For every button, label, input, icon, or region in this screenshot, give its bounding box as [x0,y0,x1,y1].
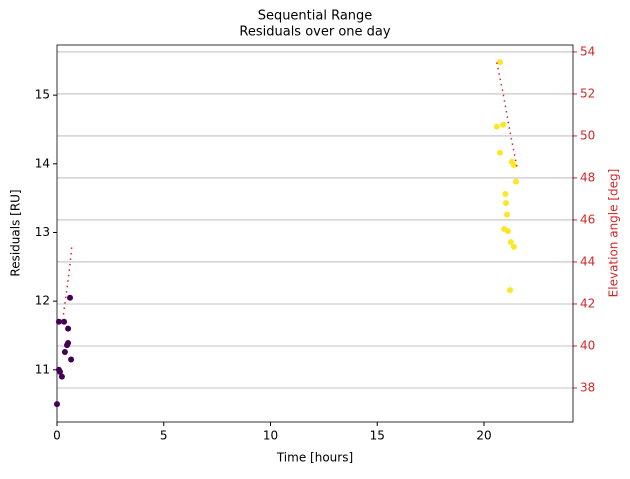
y-tick-label: 15 [35,88,50,102]
y-tick-label: 11 [35,362,50,376]
residual-point [68,356,75,363]
y2-tick-label: 38 [580,380,595,394]
y2-tick-label: 46 [580,212,595,226]
residual-point [507,287,514,294]
residual-point [56,368,63,375]
chart-subtitle: Residuals over one day [239,25,390,40]
chart-title: Sequential Range [258,9,373,24]
y-tick-label: 13 [35,225,50,239]
residual-point [65,325,72,332]
residual-point [512,178,519,185]
x-axis-label: Time [hours] [276,451,353,465]
residual-point [504,228,511,235]
y2-tick-label: 54 [580,44,595,58]
x-tick-label: 0 [53,429,61,443]
residual-point [496,149,503,156]
y2-tick-label: 44 [580,254,595,268]
residual-point [61,348,68,355]
x-tick-label: 10 [263,429,278,443]
residual-point [55,318,62,325]
y2-tick-label: 52 [580,86,595,100]
y-tick-label: 12 [35,294,50,308]
residual-point [504,211,511,218]
y2-tick-label: 48 [580,170,595,184]
x-tick-label: 15 [370,429,385,443]
residual-point [510,162,517,169]
residual-point [510,243,517,250]
residual-point [496,59,503,66]
x-tick-label: 20 [476,429,491,443]
y2-axis-label: Elevation angle [deg] [607,169,621,298]
elevation-line [496,62,518,168]
residual-point [54,401,60,408]
y2-tick-label: 42 [580,296,595,310]
residual-point [61,318,68,325]
plot-frame [56,44,574,423]
y-tick-label: 14 [35,156,50,170]
y-axis-label: Residuals [RU] [9,189,23,276]
residual-point [58,373,65,380]
elevation-line [62,245,73,315]
residual-point [507,239,514,246]
residual-point [493,123,500,130]
residual-point [502,199,509,206]
residual-point [502,191,509,198]
y2-tick-label: 40 [580,338,595,352]
x-tick-label: 5 [160,429,168,443]
residual-point [65,340,72,347]
residual-point [67,294,74,301]
residual-point [500,121,507,128]
y2-tick-label: 50 [580,128,595,142]
